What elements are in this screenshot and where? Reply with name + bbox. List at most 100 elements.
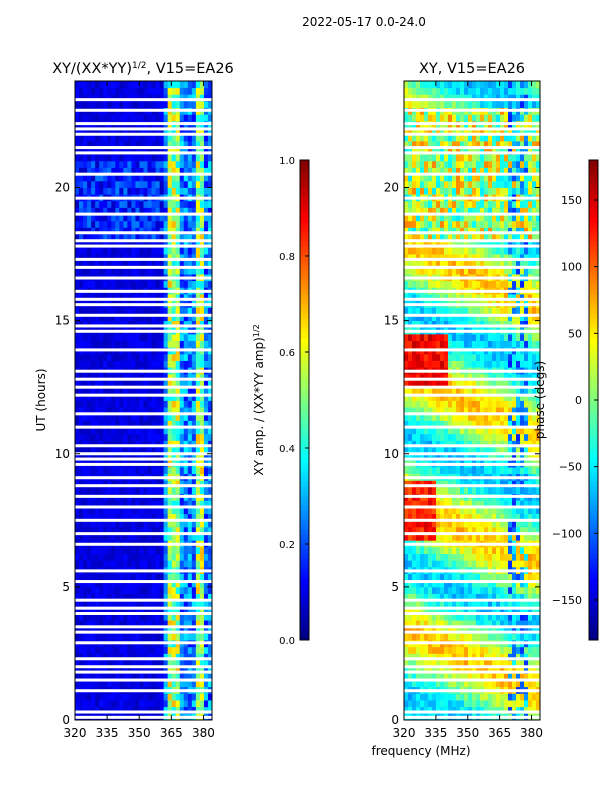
heatmap-cell [131,240,136,248]
heatmap-cell [103,467,108,475]
heatmap-cell [191,626,197,634]
heatmap-cell [167,200,173,208]
heatmap-cell [516,660,521,668]
heatmap-cell [207,573,213,581]
heatmap-cell [460,573,465,581]
heatmap-cell [111,573,116,581]
heatmap-cell [191,100,197,109]
heatmap-cell [151,560,156,568]
heatmap-cell [87,81,92,89]
heatmap-cell [207,81,213,89]
heatmap-cell [167,660,173,668]
heatmap-cell [87,400,92,408]
heatmap-cell [464,440,469,448]
heatmap-cell [488,440,493,448]
heatmap-cell [480,420,485,428]
heatmap-cell [75,666,80,674]
heatmap-cell [99,586,104,594]
heatmap-cell [79,114,84,122]
heatmap-cell [167,167,173,175]
heatmap-cell [452,560,457,568]
heatmap-cell [207,586,213,594]
heatmap-cell [428,586,433,594]
heatmap-cell [131,660,136,668]
heatmap-cell [496,680,501,688]
heatmap-cell [468,487,473,495]
heatmap-cell [95,400,100,408]
heatmap-cell [456,533,461,541]
heatmap-cell [492,613,497,621]
heatmap-cell [147,453,152,461]
heatmap-cell [75,546,80,554]
heatmap-cell [432,440,437,448]
heatmap-cell [115,254,120,262]
heatmap-cell [484,700,489,708]
heatmap-cell [464,513,469,521]
heatmap-cell [111,100,116,109]
heatmap-cell [127,673,132,681]
heatmap-cell [103,420,108,428]
heatmap-cell [115,180,120,188]
heatmap-cell [95,393,100,401]
heatmap-cell [448,427,453,435]
heatmap-cell [424,620,429,628]
heatmap-cell [199,673,205,681]
heatmap-cell [95,580,100,588]
heatmap-cell [171,586,177,594]
heatmap-cell [175,487,181,495]
heatmap-cell [103,533,108,541]
heatmap-cell [464,633,469,641]
heatmap-cell [143,453,148,461]
heatmap-cell [179,467,185,475]
heatmap-cell [99,387,104,395]
heatmap-cell [183,580,189,588]
heatmap-cell [139,214,144,222]
heatmap-cell [520,520,525,528]
heatmap-cell [492,586,497,594]
heatmap-cell [468,520,473,528]
heatmap-cell [175,160,181,168]
heatmap-cell [163,586,169,594]
heatmap-cell [79,526,84,535]
heatmap-cell [151,673,156,681]
heatmap-cell [203,606,209,614]
heatmap-cell [91,81,96,89]
heatmap-cell [131,646,136,654]
colorbar-segment [300,481,309,487]
heatmap-cell [151,653,156,661]
heatmap-cell [191,533,197,541]
heatmap-cell [87,600,92,608]
colorbar-segment [300,592,309,598]
heatmap-cell [119,393,124,401]
heatmap-cell [195,546,201,554]
heatmap-cell [131,260,136,268]
heatmap-cell [199,227,205,235]
heatmap-cell [171,87,177,95]
heatmap-cell [123,673,128,681]
heatmap-cell [432,660,437,668]
heatmap-cell [444,513,449,521]
heatmap-cell [151,407,156,415]
heatmap-cell [512,500,517,508]
heatmap-cell [444,580,449,588]
heatmap-cell [147,413,152,421]
heatmap-cell [111,320,116,328]
heatmap-cell [87,440,92,448]
heatmap-cell [488,680,493,688]
heatmap-cell [79,413,84,421]
heatmap-cell [135,134,140,142]
heatmap-cell [151,546,156,554]
heatmap-cell [428,593,433,601]
heatmap-cell [107,487,112,495]
heatmap-cell [143,400,148,408]
heatmap-cell [207,467,213,475]
heatmap-cell [500,526,505,535]
heatmap-cell [103,313,108,322]
colorbar-segment [300,342,309,348]
heatmap-cell [83,360,88,368]
heatmap-cell [207,207,213,215]
heatmap-cell [147,114,152,122]
heatmap-cell [195,333,201,341]
heatmap-cell [107,420,112,428]
heatmap-cell [75,520,80,528]
